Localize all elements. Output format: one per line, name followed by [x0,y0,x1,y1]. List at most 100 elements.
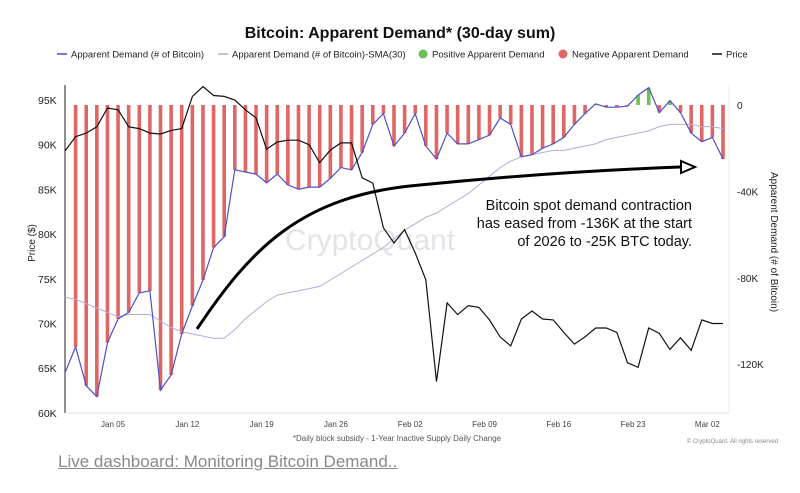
negative-demand-bar [222,105,226,237]
sma-line [64,123,724,339]
x-tick-label: Jan 26 [324,420,349,429]
positive-demand-bar [646,87,651,105]
negative-demand-bar [349,105,354,170]
negative-demand-bar [275,105,280,175]
negative-demand-bar [583,105,587,114]
left-tick-label: 70K [38,319,57,331]
negative-demand-bar [296,105,301,190]
legend-entry-label: Price [726,50,748,61]
right-axis-label: Apparent Demand (# of Bitcoin) [768,172,779,312]
negative-demand-bar [477,105,481,140]
right-tick-label: -80K [737,274,758,285]
x-tick-label: Jan 12 [175,420,200,429]
annotation-arrows [195,159,698,330]
arrow-head-icon [680,159,698,175]
negative-demand-bar [307,105,311,188]
negative-demand-bar [126,105,131,313]
negative-demand-bar [116,105,120,319]
right-tick-label: 0 [737,101,743,112]
negative-demand-bar [148,105,152,291]
left-tick-label: 75K [38,274,57,286]
series-lines [64,85,724,398]
legend-entry-label: Positive Apparent Demand [432,50,544,61]
negative-demand-bar [158,105,163,391]
negative-demand-bar [105,105,110,343]
negative-demand-bar [519,105,524,157]
demand-bars [73,87,725,397]
negative-demand-bar [370,105,375,125]
negative-demand-bar [233,105,237,170]
negative-demand-bar [455,105,460,144]
x-tick-label: Feb 02 [398,420,423,429]
positive-demand-bar [636,95,640,105]
left-tick-label: 65K [38,363,57,375]
right-tick-label: -120K [737,360,764,371]
negative-demand-bar [508,105,513,125]
annotation-text: Bitcoin spot demand contraction has ease… [477,198,692,250]
negative-demand-bar [179,105,184,334]
negative-demand-bar [678,105,683,113]
negative-demand-bar [402,105,407,134]
watermark: CryptoQuant [285,224,456,257]
legend-entry-label: Apparent Demand (# of Bitcoin) [71,50,204,61]
negative-demand-bar [169,105,173,375]
negative-demand-bar [551,105,555,144]
live-dashboard-link[interactable]: Live dashboard: Monitoring Bitcoin Deman… [58,452,398,471]
negative-demand-bar [73,105,78,347]
negative-demand-bar [95,105,99,397]
left-tick-label: 90K [38,140,57,152]
negative-demand-bar [137,105,142,293]
axes: 95K 90K 85K 80K 75K 70K 65K 60K 0 -40K -80K -120K Ja… [27,85,779,429]
negative-demand-bar [445,105,449,134]
annotation-line-3: of 2026 to -25K BTC today. [517,234,692,250]
footnote: *Daily block subsidy - 1-Year Inactive S… [293,434,502,443]
negative-demand-bar [286,105,290,185]
x-tick-label: Jan 05 [101,420,126,429]
x-tick-label: Feb 16 [546,420,571,429]
negative-demand-bar [254,105,258,175]
legend-entry-label: Negative Apparent Demand [572,50,689,61]
negative-demand-bar [572,105,577,125]
negative-demand-bar [84,105,89,386]
negative-demand-bar [699,105,704,142]
negative-demand-bar [540,105,545,149]
negative-demand-bar [530,105,534,155]
x-tick-label: Jan 19 [250,420,275,429]
price-line [64,85,723,382]
negative-demand-bar [721,105,725,159]
negative-demand-bar [328,105,333,179]
left-tick-label: 60K [38,408,57,420]
positive-demand-bar [668,100,672,105]
legend-dot-icon [418,49,428,59]
negative-demand-bar [243,105,248,172]
negative-demand-bar [381,105,386,114]
left-tick-label: 85K [38,184,57,196]
apparent-demand-line [64,86,724,398]
negative-demand-bar [689,105,693,134]
negative-demand-bar [339,105,343,168]
legend-entry-label: Apparent Demand (# of Bitcoin)-SMA(30) [232,50,406,61]
negative-demand-bar [392,105,396,147]
negative-demand-bar [562,105,566,138]
x-tick-label: Mar 02 [695,420,720,429]
negative-demand-bar [466,105,471,144]
copyright: © CryptoQuant. All rights reserved [687,438,778,445]
negative-demand-bar [201,105,205,280]
negative-demand-bar [190,105,195,306]
x-tick-label: Feb 23 [621,420,646,429]
left-tick-label: 95K [38,95,57,107]
negative-demand-bar [487,105,492,136]
negative-demand-bar [657,105,662,113]
curved-arrow-line [195,165,681,330]
negative-demand-bar [615,105,619,108]
legend: Apparent Demand (# of Bitcoin) Apparent D… [57,49,748,61]
negative-demand-bar [211,105,216,248]
chart-title: Bitcoin: Apparent Demand* (30-day sum) [245,25,556,42]
left-tick-label: 80K [38,229,57,241]
negative-demand-bar [413,105,418,114]
right-tick-label: -40K [737,187,758,198]
negative-demand-bar [710,105,715,138]
negative-demand-bar [360,105,364,153]
negative-demand-bar [317,105,322,188]
